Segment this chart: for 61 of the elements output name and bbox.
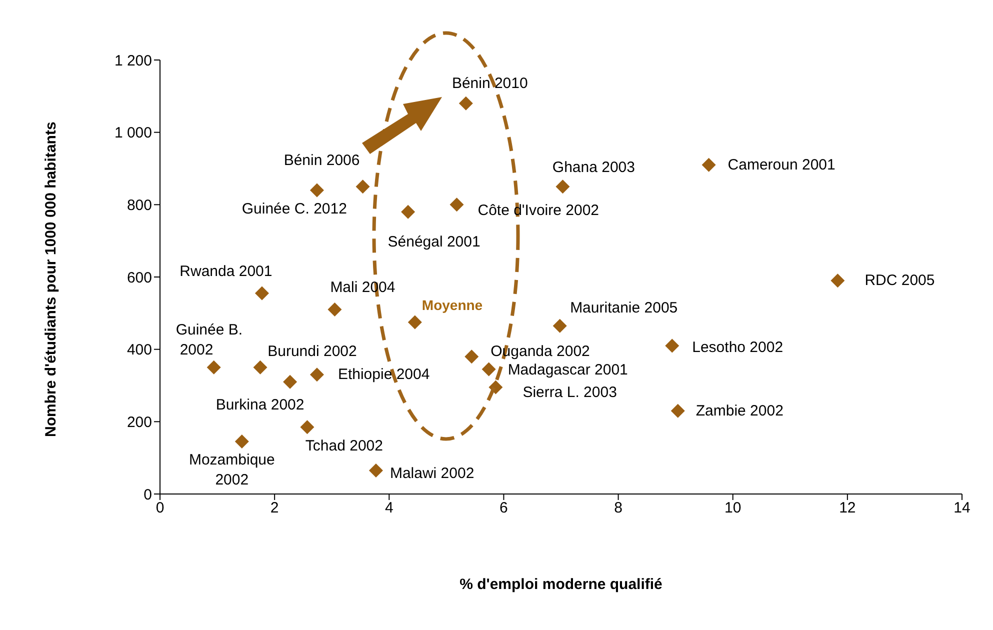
y-axis-title: Nombre d'étudiants pour 1000 000 habitants: [42, 122, 60, 437]
annotation: Burkina 2002: [216, 396, 304, 414]
y-tick-label: 1 000: [114, 124, 152, 142]
point: [206, 360, 221, 374]
point: [283, 374, 298, 389]
annotation: Sénégal 2001: [388, 233, 480, 250]
y-tick-label: 0: [144, 486, 152, 504]
x-tick-label: 12: [839, 500, 856, 517]
y-tick-label: 800: [126, 196, 152, 214]
point: [464, 350, 479, 364]
annotation: Mauritanie 2005: [570, 299, 678, 316]
point: [670, 404, 685, 418]
point: [702, 158, 716, 172]
point: [328, 302, 342, 317]
annotation: Burundi 2002: [268, 342, 357, 360]
x-tick-label: 4: [384, 500, 394, 517]
point: [556, 180, 570, 194]
point: [310, 183, 324, 198]
point: [408, 315, 422, 330]
annotation: Malawi 2002: [390, 464, 474, 482]
y-tick-label: 200: [126, 414, 152, 431]
point: [665, 338, 680, 353]
x-tick-label: 0: [156, 500, 164, 517]
y-tick-label: 600: [126, 269, 152, 286]
point: [253, 360, 268, 374]
y-tick-label: 1 200: [114, 52, 152, 70]
annotation: Tchad 2002: [305, 438, 384, 455]
x-tick-label: 6: [500, 500, 508, 517]
x-tick-label: 14: [954, 500, 970, 517]
annotation: Madagascar 2001: [508, 362, 628, 379]
annotation: Bénin 2010: [452, 74, 528, 92]
x-tick-label: 10: [724, 500, 742, 517]
x-tick-label: 2: [270, 500, 279, 517]
annotation: RDC 2005: [864, 272, 935, 290]
annotation: Sierra L. 2003: [522, 384, 617, 401]
point: [482, 362, 496, 376]
point: [234, 434, 249, 449]
point: [310, 368, 324, 382]
point: [552, 318, 567, 333]
annotation: Cameroun 2001: [728, 156, 836, 174]
point: [401, 204, 416, 219]
point: [458, 96, 473, 110]
annotation: Moyenne: [422, 297, 483, 314]
point: [368, 463, 383, 478]
annotation: Ethiopie 2004: [338, 366, 430, 384]
annotation: Bénin 2006: [284, 152, 360, 170]
annotation: Ghana 2003: [552, 159, 636, 176]
annotation: Zambie 2002: [696, 402, 784, 420]
annotation: Guinée B. 2002: [176, 320, 243, 358]
y-tick-label: 400: [126, 342, 152, 359]
annotation: Mozambique 2002: [188, 451, 275, 488]
point: [300, 420, 314, 434]
annotation: Guinée C. 2012: [242, 200, 347, 218]
point: [830, 274, 845, 288]
annotation: Rwanda 2001: [180, 262, 272, 280]
point: [450, 198, 464, 212]
point: [356, 180, 370, 194]
annotation: Lesotho 2002: [692, 339, 784, 356]
x-tick-label: 8: [614, 500, 622, 517]
point: [254, 286, 269, 300]
x-axis-title: % d'emploi moderne qualifié: [460, 576, 662, 593]
